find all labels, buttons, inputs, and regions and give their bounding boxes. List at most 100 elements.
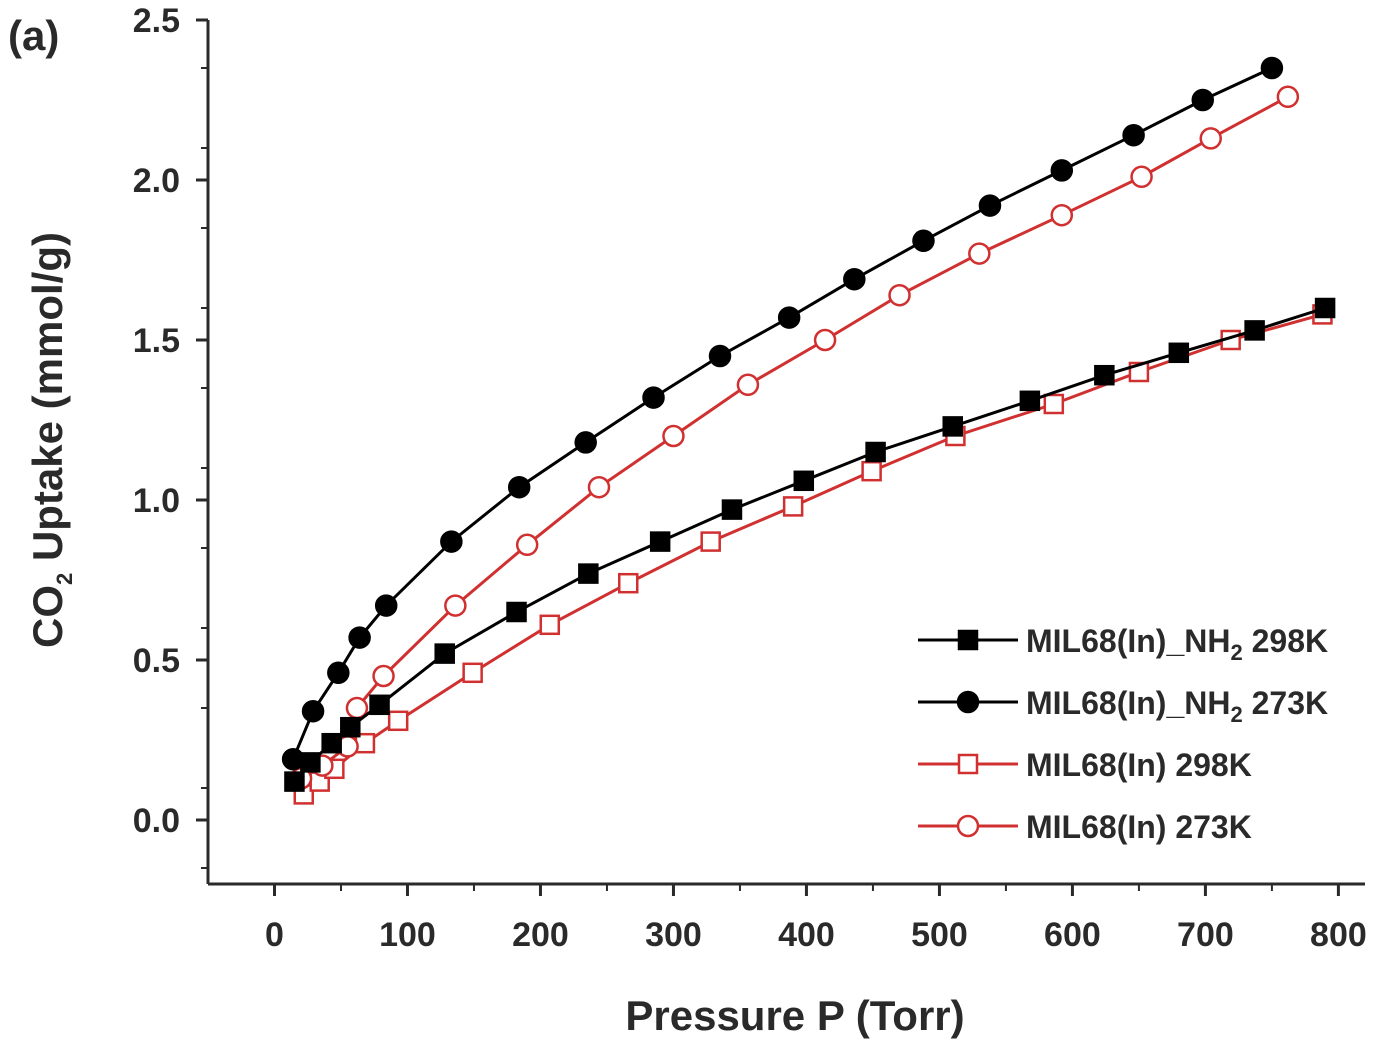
data-point xyxy=(301,699,325,723)
legend-entry: MIL68(In) 298K xyxy=(918,747,1252,783)
panel-label-text: (a) xyxy=(8,12,59,59)
data-point xyxy=(708,344,732,368)
y-axis-title: CO2 Uptake (mmol/g) xyxy=(24,232,77,648)
legend-label: MIL68(In)_NH2 273K xyxy=(1026,685,1328,727)
data-point xyxy=(721,499,743,520)
data-point xyxy=(374,594,398,617)
data-point xyxy=(813,328,837,352)
legend-label-main: MIL68(In) 298K xyxy=(1026,747,1252,783)
y-axis-title-sub: 2 xyxy=(52,573,77,585)
data-point xyxy=(587,475,611,499)
data-point xyxy=(617,572,639,594)
y-axis-title-post: Uptake (mmol/g) xyxy=(24,232,71,573)
legend-label-post: 273K xyxy=(1243,685,1328,721)
y-tick-label: 0.5 xyxy=(133,642,180,680)
data-point xyxy=(321,732,342,754)
data-point xyxy=(942,416,963,437)
data-point xyxy=(1050,203,1074,227)
x-tick-label: 200 xyxy=(512,916,569,954)
x-axis-title: Pressure P (Torr) xyxy=(625,992,964,1039)
legend-marker xyxy=(956,690,980,714)
data-point xyxy=(888,283,911,307)
data-point xyxy=(782,496,804,517)
y-tick-label: 2.5 xyxy=(133,2,180,40)
data-point xyxy=(369,694,390,716)
legend-label: MIL68(In) 273K xyxy=(1026,809,1252,845)
legend-label-main: MIL68(In) 273K xyxy=(1026,809,1252,845)
data-point xyxy=(649,531,671,552)
data-point xyxy=(284,771,305,792)
legend-entry: MIL68(In) 273K xyxy=(918,809,1252,845)
legend: MIL68(In)_NH2 298K MIL68(In)_NH2 273K MIL6… xyxy=(918,623,1328,845)
x-tick-label: 0 xyxy=(265,916,284,954)
data-point xyxy=(865,441,886,463)
series-line xyxy=(300,95,1289,780)
data-point xyxy=(506,601,527,623)
y-tick-label: 1.5 xyxy=(133,322,180,360)
legend-marker xyxy=(957,629,979,651)
data-point xyxy=(662,424,685,448)
data-point xyxy=(578,563,599,584)
data-point xyxy=(434,643,455,664)
x-tick-label: 500 xyxy=(911,916,968,954)
data-point xyxy=(300,752,321,773)
data-point xyxy=(1191,88,1215,112)
data-point xyxy=(348,626,371,649)
data-point xyxy=(1260,56,1284,80)
y-tick-label: 0.0 xyxy=(133,802,180,840)
x-tick-label: 600 xyxy=(1044,916,1101,954)
data-point xyxy=(978,194,1002,217)
data-point xyxy=(507,475,531,499)
y-axis-title-pre: CO xyxy=(24,585,71,648)
data-point xyxy=(1199,127,1222,150)
y-tick-label: 1.0 xyxy=(133,482,180,520)
data-point xyxy=(1122,123,1145,147)
data-point xyxy=(440,530,463,553)
data-point xyxy=(574,431,597,454)
data-point xyxy=(340,716,361,738)
series-line xyxy=(302,312,1323,796)
data-point xyxy=(793,470,815,492)
data-point xyxy=(281,747,305,771)
data-point xyxy=(444,594,467,617)
data-point xyxy=(861,460,882,482)
series-group xyxy=(281,56,1284,771)
data-point xyxy=(387,710,409,732)
panel-label: (a) xyxy=(8,12,59,59)
data-point xyxy=(1094,364,1115,386)
y-ticks: 0.0 0.5 1.0 1.5 2.0 2.5 xyxy=(133,2,208,869)
data-point xyxy=(539,614,561,636)
data-point xyxy=(372,664,395,688)
data-point xyxy=(1276,85,1300,109)
series-group xyxy=(284,297,1336,792)
legend-label-main: MIL68(In)_NH xyxy=(1026,685,1230,721)
legend-label-sub: 2 xyxy=(1230,702,1242,727)
legend-entry: MIL68(In)_NH2 273K xyxy=(918,685,1328,727)
data-point xyxy=(642,386,665,409)
data-point xyxy=(327,661,350,685)
data-point xyxy=(1043,393,1065,415)
x-tick-label: 800 xyxy=(1310,916,1367,954)
data-point xyxy=(777,306,801,329)
data-point xyxy=(515,533,539,557)
data-point xyxy=(1168,342,1190,364)
data-point xyxy=(462,662,483,684)
data-point xyxy=(700,531,721,552)
data-point xyxy=(1130,165,1153,189)
x-tick-label: 400 xyxy=(778,916,835,954)
data-point xyxy=(1244,320,1265,341)
legend-label-post: 298K xyxy=(1243,623,1328,659)
data-point xyxy=(968,242,991,265)
y-tick-label: 2.0 xyxy=(133,162,180,200)
x-ticks: 0 100 200 300 400 500 600 700 800 xyxy=(265,884,1367,954)
data-point xyxy=(843,267,866,291)
data-point xyxy=(1314,297,1336,319)
legend-label: MIL68(In) 298K xyxy=(1026,747,1252,783)
axes: 0 100 200 300 400 500 600 700 800 0.0 0.5 1.0 1.5 2.… xyxy=(133,2,1367,954)
legend-marker xyxy=(956,814,980,838)
x-tick-label: 300 xyxy=(645,916,702,954)
data-point xyxy=(1019,390,1041,412)
data-point xyxy=(1050,159,1074,182)
series-group xyxy=(289,85,1300,790)
